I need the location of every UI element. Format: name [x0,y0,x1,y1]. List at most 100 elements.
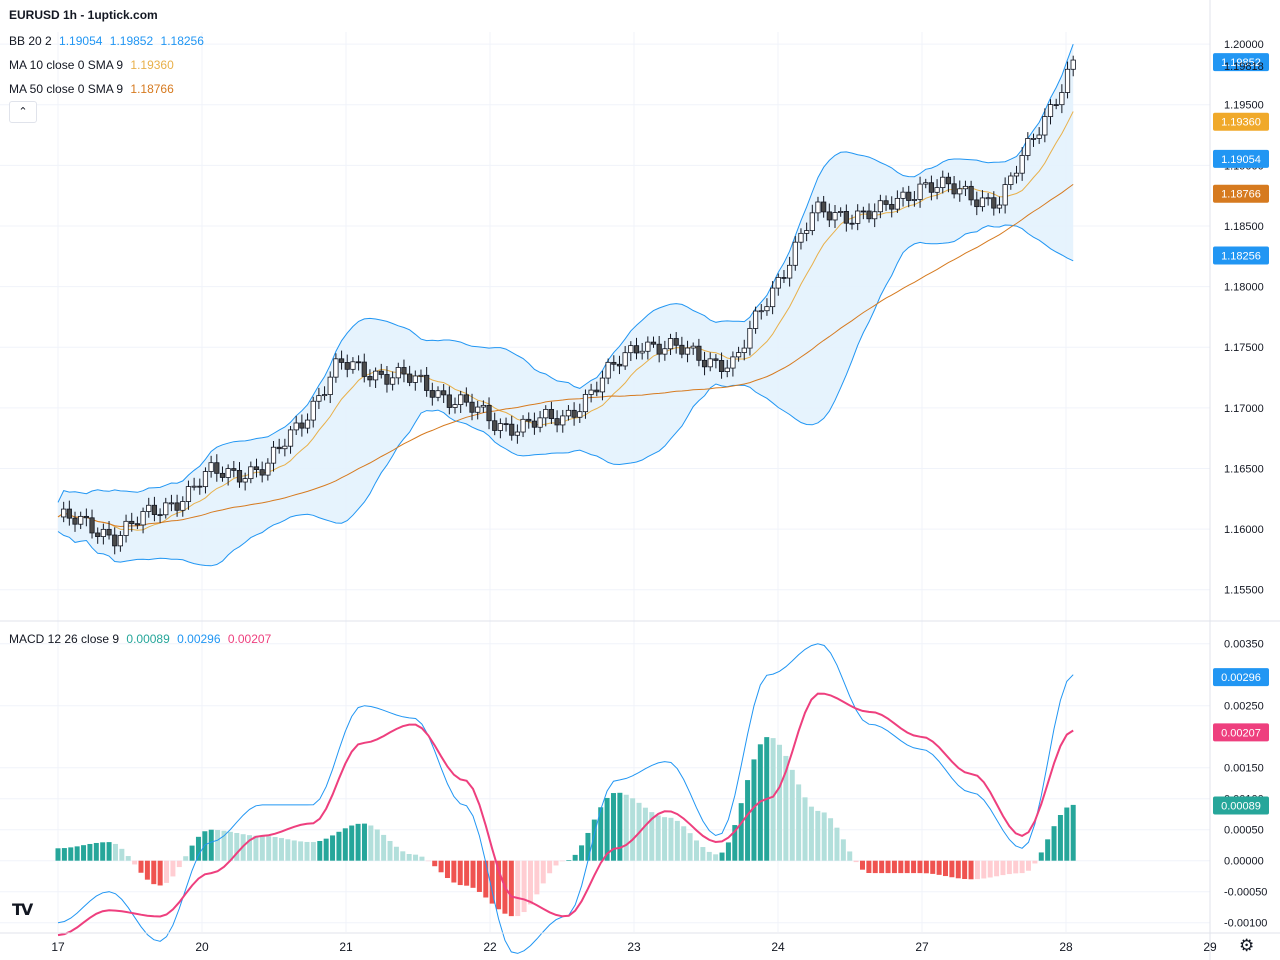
macd-hist-bar [285,839,291,861]
macd-hist-bar [195,836,201,861]
candle [747,328,753,349]
macd-hist-bar [553,860,559,866]
candle [911,199,917,201]
macd-hist-bar [1032,860,1038,864]
candle [684,347,691,355]
candle [185,486,192,502]
y-tick-label: 1.19500 [1224,100,1264,112]
candle [832,212,838,221]
candle [633,345,640,354]
candle [951,183,957,195]
macd-price-tag-text: 0.00089 [1221,801,1261,813]
macd-hist-bar [630,798,636,861]
legend-ma50: MA 50 close 0 SMA 9 1.18766 [9,82,178,96]
x-tick-label: 17 [51,940,65,954]
x-tick-label: 21 [339,940,353,954]
tradingview-logo-icon[interactable]: TV [12,900,33,919]
price-tag-text: 1.18256 [1221,251,1261,263]
macd-hist-bar [183,856,189,861]
macd-hist-bar [393,846,399,861]
candle [543,409,549,419]
candle [321,394,328,397]
candle [452,404,458,408]
candle [679,344,685,355]
candle [940,176,946,189]
candle [486,404,492,422]
candle [855,210,861,224]
candle [202,471,209,488]
macd-hist-bar [144,860,150,880]
macd-hist-bar [821,812,827,861]
macd-hist-bar [955,860,961,879]
candle [622,352,628,367]
candle [463,394,469,403]
macd-hist-bar [476,860,482,892]
candle [866,210,872,220]
gear-icon[interactable]: ⚙ [1239,936,1255,955]
macd-hist-bar [81,845,87,861]
macd-hist-bar [662,817,668,861]
candle [798,232,804,243]
macd-hist-bar [879,860,885,874]
candle [480,404,486,408]
candle [1047,104,1054,117]
price-tag [1213,184,1269,203]
macd-hist-bar [655,815,661,861]
macd-hist-bar [176,860,182,868]
candle [1019,155,1025,174]
chevron-up-icon[interactable]: ⌃ [9,101,37,123]
candle [503,423,509,426]
macd-hist-bar [1006,860,1012,875]
candle [435,390,441,398]
macd-hist-bar [796,784,802,861]
macd-hist-bar [406,853,412,861]
price-tag [1213,149,1269,168]
candle [996,204,1003,209]
macd-hist-bar [943,860,949,877]
macd-hist-bar [693,840,699,861]
macd-hist-bar [585,832,591,861]
macd-hist-bar [298,841,304,861]
macd-hist-bar [157,860,163,886]
candle [333,358,339,378]
legend-bb-middle: 1.19054 [59,34,103,48]
candle [809,212,815,232]
candle [129,520,135,525]
macd-y-tick-label: 0.00050 [1224,825,1264,837]
macd-hist-bar [266,836,272,861]
candle [713,358,719,361]
macd-y-tick-label: 0.00350 [1224,639,1264,651]
macd-hist-bar [936,860,942,875]
macd-hist-bar [438,860,444,873]
macd-hist-bar [221,830,227,861]
candle [89,517,95,534]
candle [991,197,997,209]
macd-hist-bar [323,838,329,861]
candle [412,375,418,383]
legend-ma50-value: 1.18766 [130,82,174,96]
price-tag-text: 1.19852 [1221,57,1261,69]
macd-hist-bar [527,860,533,905]
candle [599,377,606,393]
macd-hist-bar [432,860,438,867]
macd-hist-bar [330,835,336,861]
macd-hist-bar [604,797,610,861]
macd-hist-bar [259,835,265,861]
macd-y-tick-label: 0.00000 [1224,856,1264,868]
candle [611,361,617,365]
macd-hist-bar [642,807,648,861]
macd-hist-bar [464,860,470,886]
macd-hist-bar [1057,815,1063,861]
candle [1025,138,1031,156]
candle [287,429,294,447]
macd-y-tick-label: 0.00250 [1224,701,1264,713]
candle [860,210,866,213]
macd-hist-bar [234,833,240,861]
candle [616,363,623,367]
macd-hist-bar [483,860,489,898]
price-tag [1213,112,1269,131]
macd-hist-bar [208,829,214,861]
macd-hist-bar [304,841,310,861]
